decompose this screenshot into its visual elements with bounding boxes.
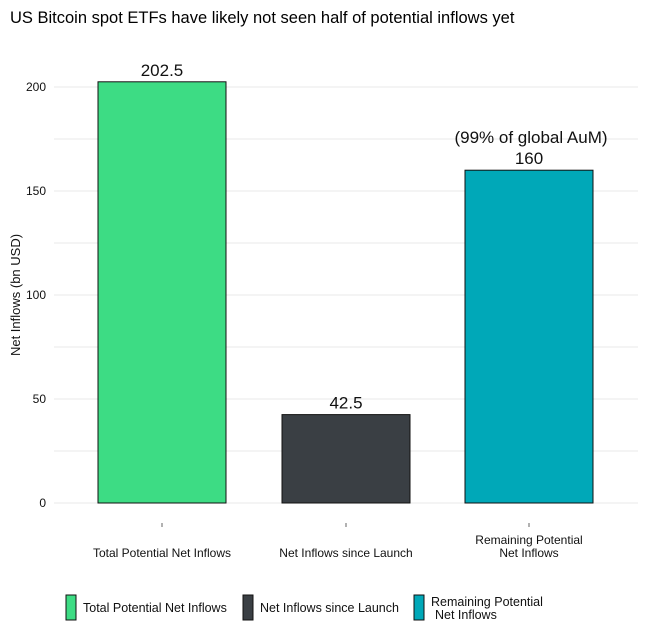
- legend-swatch: [413, 594, 425, 621]
- y-tick-label: 150: [26, 184, 46, 198]
- bar: [464, 169, 594, 504]
- bar-value-label: 42.5: [329, 394, 362, 413]
- x-category-label: Total Potential Net Inflows: [93, 546, 231, 560]
- data-labels: 202.5 42.5 160 (99% of global AuM): [141, 61, 608, 413]
- legend-swatch: [242, 594, 254, 621]
- bar: [281, 414, 411, 504]
- legend: Total Potential Net Inflows Net Inflows s…: [65, 594, 543, 622]
- x-axis-ticks: Total Potential Net Inflows Net Inflows s…: [93, 523, 583, 560]
- chart-title: US Bitcoin spot ETFs have likely not see…: [10, 9, 515, 27]
- y-tick-label: 200: [26, 80, 46, 94]
- y-axis-ticks: 0 50 100 150 200: [26, 80, 46, 510]
- y-tick-label: 50: [33, 392, 47, 406]
- y-tick-label: 100: [26, 288, 46, 302]
- legend-label: Net Inflows since Launch: [260, 601, 399, 615]
- bar: [97, 81, 227, 504]
- legend-label: Net Inflows: [435, 608, 497, 622]
- bar-value-label: 202.5: [141, 61, 184, 80]
- x-category-label: Net Inflows since Launch: [279, 546, 412, 560]
- legend-label: Remaining Potential: [431, 595, 543, 609]
- legend-swatch: [65, 594, 77, 621]
- bars: [97, 81, 594, 504]
- x-category-label: Remaining Potential: [475, 533, 582, 547]
- x-category-label: Net Inflows: [499, 546, 558, 560]
- bar-annotation: (99% of global AuM): [454, 128, 607, 147]
- legend-label: Total Potential Net Inflows: [83, 601, 227, 615]
- y-axis-label: Net Inflows (bn USD): [8, 234, 23, 356]
- bar-value-label: 160: [515, 149, 543, 168]
- y-tick-label: 0: [39, 496, 46, 510]
